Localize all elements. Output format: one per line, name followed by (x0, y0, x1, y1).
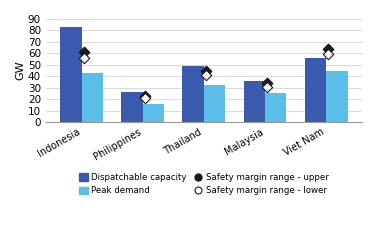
Bar (326, 71, 348, 122)
Safety margin range - upper (81, 50, 87, 54)
Y-axis label: GW: GW (15, 61, 25, 80)
Legend: Dispatchable capacity, Peak demand, Safety margin range - upper, Safety margin r: Dispatchable capacity, Peak demand, Safe… (76, 170, 332, 199)
Bar (81, 73, 103, 122)
Safety margin range - upper (325, 47, 331, 51)
Bar (265, 93, 287, 122)
Bar (182, 66, 204, 122)
Bar (204, 85, 225, 122)
Safety margin range - upper (264, 81, 270, 85)
Safety margin range - lower (325, 52, 331, 56)
Bar (121, 92, 143, 122)
Safety margin range - upper (203, 69, 209, 73)
Safety margin range - lower (81, 56, 87, 60)
Safety margin range - lower (203, 73, 209, 77)
Safety margin range - lower (264, 84, 270, 88)
Safety margin range - lower (142, 96, 148, 100)
Safety margin range - upper (142, 94, 148, 98)
Bar (305, 58, 326, 122)
Bar (60, 27, 81, 122)
Bar (244, 81, 265, 122)
Bar (143, 104, 164, 122)
